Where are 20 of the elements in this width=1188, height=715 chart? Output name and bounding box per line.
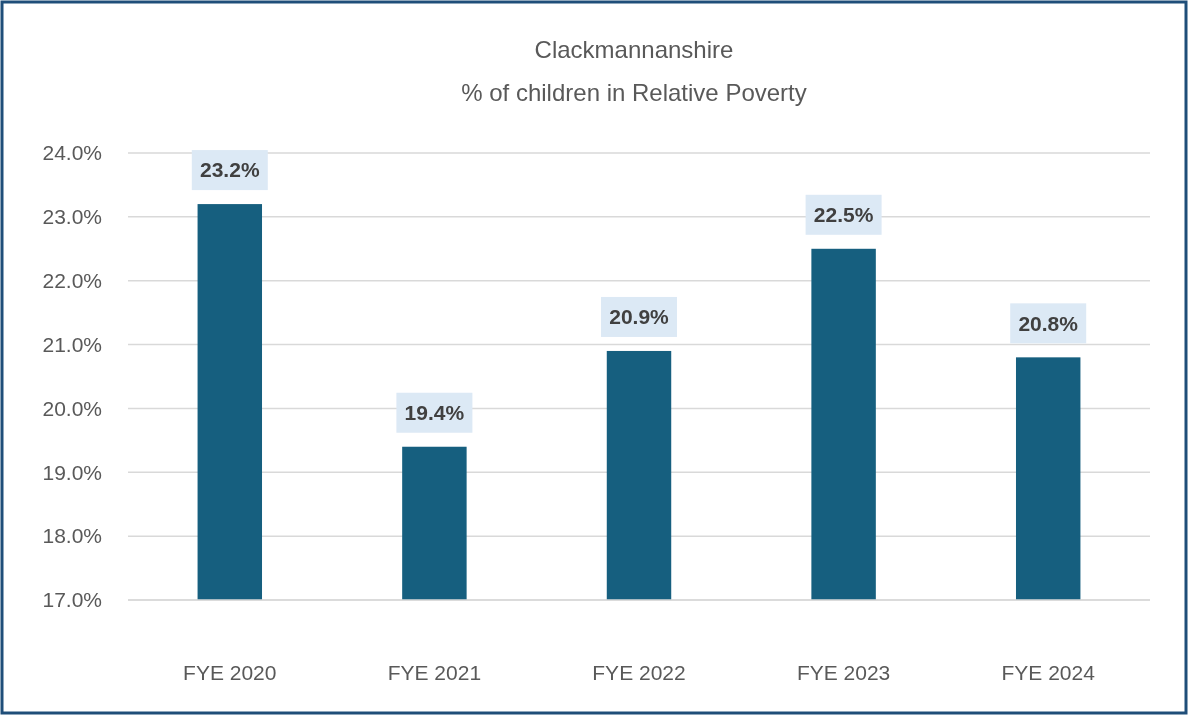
data-label: 22.5% [813,203,874,227]
y-tick-label: 21.0% [42,332,102,356]
chart-title: Clackmannanshire [534,36,734,63]
data-label: 20.9% [609,305,670,329]
data-label: 20.8% [1018,311,1079,335]
x-tick-label: FYE 2022 [592,661,686,685]
y-tick-label: 23.0% [42,205,102,229]
y-tick-label: 20.0% [42,396,102,420]
y-tick-label: 19.0% [42,460,102,484]
data-label: 23.2% [200,158,260,182]
chart-subtitle: % of children in Relative Poverty [461,79,807,106]
x-tick-label: FYE 2020 [183,661,277,685]
x-tick-label: FYE 2021 [387,661,482,685]
x-tick-label: FYE 2024 [1001,661,1096,685]
data-label: 19.4% [404,401,465,425]
x-tick-label: FYE 2023 [796,661,891,685]
y-tick-label: 22.0% [42,269,102,293]
y-tick-label: 18.0% [42,524,102,548]
y-tick-label: 17.0% [42,588,102,612]
y-tick-label: 24.0% [42,141,102,165]
